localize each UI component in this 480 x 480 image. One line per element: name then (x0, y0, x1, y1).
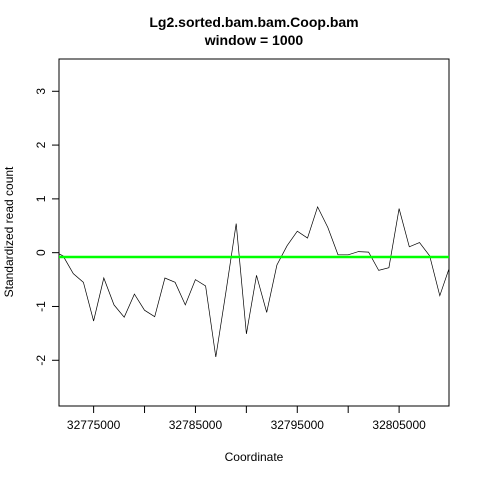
y-axis-label: Standardized read count (2, 166, 16, 297)
chart-title: Lg2.sorted.bam.bam.Coop.bam (149, 14, 358, 30)
x-axis-label: Coordinate (225, 450, 284, 464)
plot-frame (58, 58, 450, 407)
x-tick-label: 32805000 (372, 418, 426, 432)
data-series-line (58, 205, 450, 358)
y-tick-label: 0 (34, 249, 48, 256)
y-tick-label: -2 (34, 355, 48, 366)
y-tick-label: 1 (34, 195, 48, 202)
y-tick-label: 2 (34, 141, 48, 148)
x-axis: 32775000 32785000 32795000 32805000 (67, 405, 426, 432)
series-layer (58, 205, 450, 358)
y-tick-label: 3 (34, 88, 48, 95)
x-tick-label: 32795000 (271, 418, 325, 432)
chart-subtitle: window = 1000 (204, 32, 304, 48)
y-tick-label: -1 (34, 301, 48, 312)
x-tick-label: 32775000 (67, 418, 121, 432)
y-axis: -2 -1 0 1 2 3 (34, 88, 60, 366)
x-tick-label: 32785000 (169, 418, 223, 432)
